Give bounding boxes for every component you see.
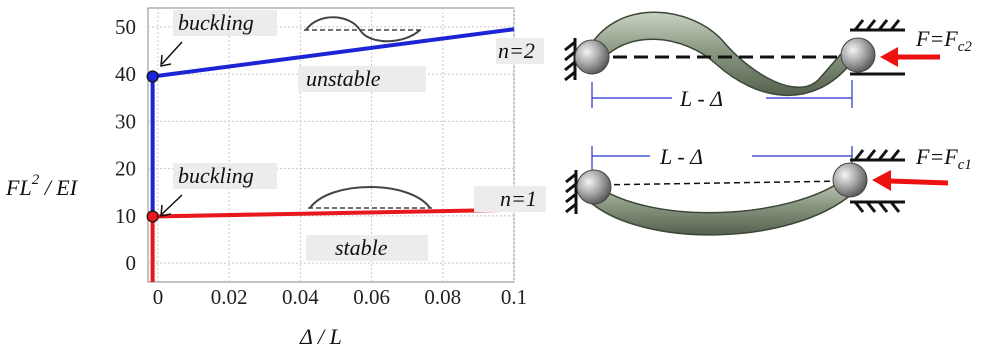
n2-label: n=2: [498, 38, 535, 63]
mode-shape-icon-stable: [308, 186, 432, 209]
y-tick-label: 30: [115, 109, 136, 133]
dashed-axis-mode1: [593, 180, 849, 186]
x-tick-label: 0.1: [501, 285, 527, 309]
buckling-arrowhead-bottom: [160, 204, 172, 217]
right-pin-mode1: [832, 162, 868, 198]
n1-label-bg: [474, 186, 546, 212]
x-tick-label: 0: [153, 285, 164, 309]
stable-label: stable: [335, 235, 388, 260]
y-axis-label: FL2 / EI: [5, 172, 79, 200]
y-tick-label: 0: [126, 251, 137, 275]
y-tick-label: 50: [115, 15, 136, 39]
buckling-arrow-top: [161, 41, 183, 65]
left-pin-mode1: [576, 169, 612, 205]
left-wall-hatch-mode2: [564, 38, 577, 82]
buckling-annotation-bottom: buckling: [178, 163, 254, 188]
series-lines: [146, 27, 515, 282]
buckling-arrow-bottom: [161, 194, 183, 215]
unstable-label: unstable: [306, 66, 381, 91]
stable-buckling-point: [146, 210, 159, 223]
load-displacement-chart: 0 0.02 0.04 0.06 0.08 0.1 0 10 20 30 40 50 FL2 / EI…: [5, 7, 527, 349]
force-label-mode1: F=Fc1: [915, 144, 972, 173]
beam-mode1: [589, 176, 853, 236]
right-guide-hatch-mode2: [850, 19, 905, 76]
n2-label-bg: [496, 38, 544, 64]
axis-ticks: 0 0.02 0.04 0.06 0.08 0.1 0 10 20 30 40 50: [115, 15, 527, 309]
unstable-buckling-point: [146, 70, 159, 83]
unstable-label-bg: [298, 66, 426, 92]
annotation-arrows: [160, 41, 183, 217]
right-guide-hatch-mode1: [850, 149, 905, 213]
buckling-annotation-top: buckling: [178, 10, 254, 35]
force-arrow-mode1: [872, 170, 949, 191]
n1-label: n=1: [500, 186, 537, 211]
left-pin-mode2: [574, 39, 610, 75]
buckling-label-bg-bottom: [173, 163, 277, 189]
left-wall-hatch-mode1: [565, 170, 578, 214]
y-tick-label: 40: [115, 62, 136, 86]
x-tick-label: 0.02: [211, 285, 248, 309]
force-label-mode2: F=Fc2: [915, 26, 972, 55]
mode-shape-icon-unstable: [304, 16, 424, 43]
y-tick-label: 10: [115, 204, 136, 228]
right-pin-mode2: [840, 37, 876, 73]
label-backgrounds: [173, 10, 428, 261]
x-axis-label: Δ / L: [299, 324, 342, 349]
mode-2-diagram: n=2 F=Fc2 L - Δ: [496, 11, 972, 111]
beam-mode2: [589, 11, 853, 96]
length-label-mode1: L - Δ: [659, 144, 703, 169]
buckling-arrowhead-top: [160, 54, 172, 67]
dimension-line-mode1: [591, 146, 853, 178]
y-tick-label: 20: [115, 157, 136, 181]
mode-1-diagram: L - Δ n=1 F=Fc1: [474, 144, 972, 236]
x-tick-label: 0.06: [353, 285, 390, 309]
stable-label-bg: [306, 235, 428, 261]
dimension-line-mode2: [591, 80, 853, 108]
x-tick-label: 0.08: [424, 285, 461, 309]
buckling-label-bg-top: [173, 10, 277, 36]
force-arrow-mode2: [880, 47, 940, 67]
x-tick-label: 0.04: [282, 285, 319, 309]
length-label-mode2: L - Δ: [679, 86, 723, 111]
